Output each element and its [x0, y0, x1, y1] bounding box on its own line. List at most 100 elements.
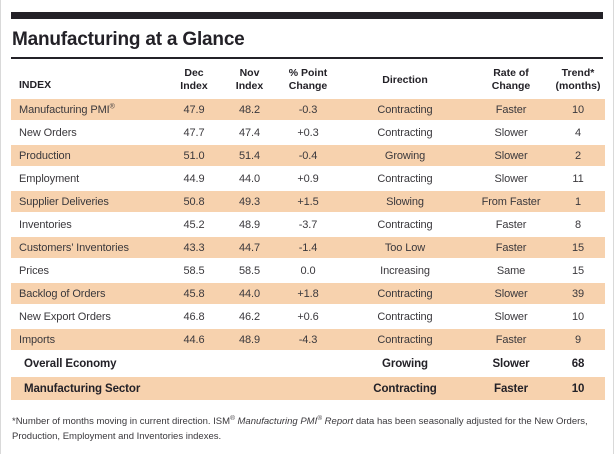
nov-index-value: 49.3 [222, 190, 277, 214]
rate-of-change-value: Slower [494, 310, 528, 323]
direction-value: Contracting [377, 172, 433, 185]
point-change-value: +0.9 [297, 172, 319, 185]
footnote: *Number of months moving in current dire… [12, 415, 588, 442]
direction-value: Contracting [339, 376, 471, 402]
table-row: Inventories 45.2 48.9 -3.7 Contracting F… [11, 213, 605, 237]
rate-of-change-value: Same [496, 264, 526, 277]
rate-of-change-value: Slower [471, 282, 551, 306]
col-header-trend: Trend* (months) [555, 67, 601, 93]
registered-mark: ® [230, 415, 235, 423]
index-name: Customers’ Inventories [11, 236, 166, 260]
dec-index-value: 46.8 [183, 310, 205, 323]
point-change-value: +0.3 [297, 126, 319, 139]
table-row: Backlog of Orders 45.8 44.0 +1.8 Contrac… [11, 282, 605, 306]
nov-index-value: 51.4 [222, 144, 277, 168]
trend-value: 2 [551, 144, 605, 168]
index-name: New Export Orders [19, 310, 111, 323]
table-row: Manufacturing PMI® 47.9 48.2 -0.3 Contra… [11, 99, 605, 122]
trend-value: 68 [571, 357, 585, 370]
table-header: INDEX Dec Index Nov Index % Point Change Di… [11, 59, 605, 99]
nov-index-value [222, 376, 277, 402]
point-change-value: -0.4 [277, 144, 339, 168]
col-header-dec-index: Dec Index [180, 67, 208, 93]
point-change-value: -1.4 [277, 236, 339, 260]
direction-value: Growing [382, 357, 428, 370]
nov-index-value: 48.9 [222, 328, 277, 352]
direction-value: Increasing [380, 264, 430, 277]
page-title: Manufacturing at a Glance [12, 29, 245, 50]
index-name: Prices [19, 264, 49, 277]
direction-value: Slowing [339, 190, 471, 214]
dec-index-value: 58.5 [183, 264, 205, 277]
rate-of-change-value: Faster [471, 99, 551, 122]
dec-index-value: 51.0 [166, 144, 222, 168]
nov-index-value: 48.9 [238, 218, 260, 231]
col-header-nov-index: Nov Index [235, 67, 264, 93]
table-row: Employment 44.9 44.0 +0.9 Contracting Sl… [11, 167, 605, 191]
trend-value: 15 [551, 236, 605, 260]
index-name: Overall Economy [24, 357, 117, 370]
table-row: Production 51.0 51.4 -0.4 Growing Slower… [11, 144, 605, 168]
title-underline [11, 57, 603, 59]
index-name: Production [11, 144, 166, 168]
trend-value: 4 [574, 126, 582, 139]
index-name: New Orders [19, 126, 77, 139]
table-row: Imports 44.6 48.9 -4.3 Contracting Faste… [11, 328, 605, 352]
index-name: Manufacturing Sector [11, 376, 166, 402]
index-name: Inventories [19, 218, 72, 231]
nov-index-value [222, 351, 277, 376]
nov-index-value: 44.0 [222, 282, 277, 306]
registered-mark: ® [317, 415, 323, 423]
trend-value: 39 [551, 282, 605, 306]
rate-of-change-value: Slower [494, 126, 528, 139]
point-change-value: +1.5 [277, 190, 339, 214]
nov-index-value: 44.0 [238, 172, 260, 185]
point-change-value: +1.8 [277, 282, 339, 306]
nov-index-value: 58.5 [238, 264, 260, 277]
col-header-index: INDEX [19, 79, 52, 92]
point-change-value: -4.3 [277, 328, 339, 352]
dec-index-value: 44.9 [183, 172, 205, 185]
table-row: Prices 58.5 58.5 0.0 Increasing Same 15 [11, 259, 605, 283]
trend-value: 10 [571, 310, 585, 323]
table-row: New Export Orders 46.8 46.2 +0.6 Contrac… [11, 305, 605, 329]
point-change-value: +0.6 [297, 310, 319, 323]
rate-of-change-value: Faster [471, 328, 551, 352]
col-header-direction: Direction [382, 74, 428, 87]
dec-index-value: 50.8 [166, 190, 222, 214]
dec-index-value: 47.7 [183, 126, 205, 139]
trend-value: 8 [574, 218, 582, 231]
dec-index-value: 45.2 [183, 218, 205, 231]
direction-value: Contracting [377, 310, 433, 323]
point-change-value [277, 351, 339, 376]
index-name: Employment [19, 172, 80, 185]
trend-value: 10 [551, 99, 605, 122]
nov-index-value: 47.4 [238, 126, 260, 139]
trend-value: 10 [551, 376, 605, 402]
col-header-point-change: % Point Change [288, 67, 328, 93]
direction-value: Contracting [339, 99, 471, 122]
trend-value: 1 [551, 190, 605, 214]
rate-of-change-value: Slower [492, 357, 530, 370]
dec-index-value [166, 376, 222, 402]
col-header-rate-of-change: Rate of Change [491, 67, 531, 93]
index-name: Supplier Deliveries [11, 190, 166, 214]
direction-value: Contracting [339, 282, 471, 306]
table-row: Supplier Deliveries 50.8 49.3 +1.5 Slowi… [11, 190, 605, 214]
direction-value: Too Low [339, 236, 471, 260]
index-name: Imports [11, 328, 166, 352]
table-row: New Orders 47.7 47.4 +0.3 Contracting Sl… [11, 121, 605, 145]
rate-of-change-value: From Faster [471, 190, 551, 214]
dec-index-value: 43.3 [166, 236, 222, 260]
trend-value: 9 [551, 328, 605, 352]
dec-index-value: 44.6 [166, 328, 222, 352]
trend-value: 15 [571, 264, 585, 277]
table-row: Customers’ Inventories 43.3 44.7 -1.4 To… [11, 236, 605, 260]
direction-value: Contracting [377, 218, 433, 231]
summary-row-manufacturing-sector: Manufacturing Sector Contracting Faster … [11, 376, 605, 402]
direction-value: Growing [339, 144, 471, 168]
dec-index-value [166, 351, 222, 376]
dec-index-value: 45.8 [166, 282, 222, 306]
point-change-value: 0.0 [300, 264, 316, 277]
